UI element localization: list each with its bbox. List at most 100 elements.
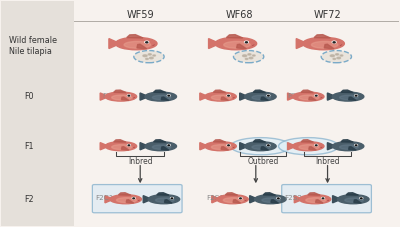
Polygon shape	[240, 93, 247, 100]
FancyBboxPatch shape	[92, 185, 182, 213]
Ellipse shape	[292, 92, 324, 101]
Ellipse shape	[112, 95, 132, 100]
Polygon shape	[341, 90, 353, 93]
Polygon shape	[200, 93, 207, 100]
Polygon shape	[324, 44, 334, 49]
Ellipse shape	[306, 198, 326, 203]
Polygon shape	[296, 39, 306, 49]
Ellipse shape	[252, 95, 270, 100]
Ellipse shape	[355, 95, 357, 96]
Text: WF68: WF68	[226, 10, 254, 20]
Ellipse shape	[268, 145, 269, 146]
Ellipse shape	[153, 55, 156, 56]
Polygon shape	[127, 35, 143, 38]
Polygon shape	[261, 147, 268, 150]
Ellipse shape	[152, 145, 171, 149]
Ellipse shape	[267, 95, 270, 96]
Polygon shape	[309, 147, 316, 150]
Text: Inbred: Inbred	[128, 157, 152, 166]
Ellipse shape	[245, 58, 248, 59]
Ellipse shape	[240, 198, 241, 199]
Text: F1: F1	[25, 142, 34, 151]
Text: F0: F0	[25, 92, 34, 101]
Ellipse shape	[303, 37, 344, 50]
Ellipse shape	[316, 95, 317, 96]
Polygon shape	[105, 196, 112, 203]
Ellipse shape	[205, 92, 236, 101]
Ellipse shape	[340, 145, 358, 149]
Ellipse shape	[336, 54, 339, 55]
Polygon shape	[263, 193, 276, 195]
Ellipse shape	[248, 54, 251, 55]
Ellipse shape	[234, 51, 264, 63]
Ellipse shape	[312, 41, 338, 48]
Ellipse shape	[239, 197, 242, 199]
Text: F2C1: F2C1	[96, 195, 114, 201]
Ellipse shape	[315, 95, 318, 96]
Ellipse shape	[333, 42, 335, 43]
Polygon shape	[122, 97, 129, 100]
Ellipse shape	[168, 145, 170, 146]
Ellipse shape	[332, 92, 364, 101]
Polygon shape	[221, 147, 228, 150]
Polygon shape	[308, 193, 320, 195]
Ellipse shape	[345, 198, 364, 202]
Ellipse shape	[167, 95, 170, 96]
Polygon shape	[212, 196, 219, 203]
Ellipse shape	[124, 41, 150, 48]
Ellipse shape	[249, 57, 253, 59]
Ellipse shape	[332, 142, 364, 151]
Ellipse shape	[242, 55, 247, 57]
Ellipse shape	[360, 198, 362, 199]
Text: F2: F2	[25, 195, 34, 204]
Ellipse shape	[322, 197, 324, 199]
Ellipse shape	[152, 95, 171, 100]
Polygon shape	[200, 143, 207, 150]
Polygon shape	[126, 200, 134, 203]
FancyBboxPatch shape	[282, 185, 372, 213]
Polygon shape	[327, 93, 335, 100]
Ellipse shape	[228, 145, 229, 146]
Polygon shape	[137, 44, 147, 49]
Ellipse shape	[332, 41, 336, 43]
Ellipse shape	[217, 195, 248, 204]
Text: F072: F072	[288, 93, 306, 99]
Polygon shape	[208, 39, 218, 49]
Ellipse shape	[128, 145, 130, 146]
Polygon shape	[100, 143, 108, 150]
Ellipse shape	[299, 195, 331, 204]
Polygon shape	[332, 196, 340, 203]
Ellipse shape	[171, 198, 173, 199]
Ellipse shape	[146, 58, 148, 59]
Ellipse shape	[143, 55, 147, 57]
Ellipse shape	[340, 95, 358, 100]
Polygon shape	[221, 97, 228, 100]
Ellipse shape	[132, 197, 135, 199]
Ellipse shape	[148, 195, 180, 204]
Polygon shape	[354, 200, 361, 203]
Polygon shape	[118, 193, 131, 195]
Polygon shape	[314, 35, 330, 38]
Ellipse shape	[211, 145, 232, 150]
Ellipse shape	[245, 42, 248, 43]
Polygon shape	[225, 193, 238, 195]
Ellipse shape	[115, 37, 157, 50]
Ellipse shape	[170, 197, 173, 199]
Ellipse shape	[355, 145, 357, 146]
Polygon shape	[100, 93, 108, 100]
Ellipse shape	[145, 142, 176, 151]
Ellipse shape	[340, 55, 343, 56]
Polygon shape	[140, 143, 148, 150]
Polygon shape	[213, 90, 226, 93]
Polygon shape	[157, 193, 169, 195]
Text: WF59: WF59	[126, 10, 154, 20]
Text: Outbred: Outbred	[247, 157, 279, 166]
Ellipse shape	[227, 145, 230, 146]
Ellipse shape	[146, 42, 148, 43]
Text: Inbred: Inbred	[315, 157, 340, 166]
Ellipse shape	[150, 57, 153, 59]
Polygon shape	[250, 196, 257, 203]
Ellipse shape	[268, 95, 269, 96]
Polygon shape	[294, 196, 302, 203]
Ellipse shape	[128, 95, 130, 96]
